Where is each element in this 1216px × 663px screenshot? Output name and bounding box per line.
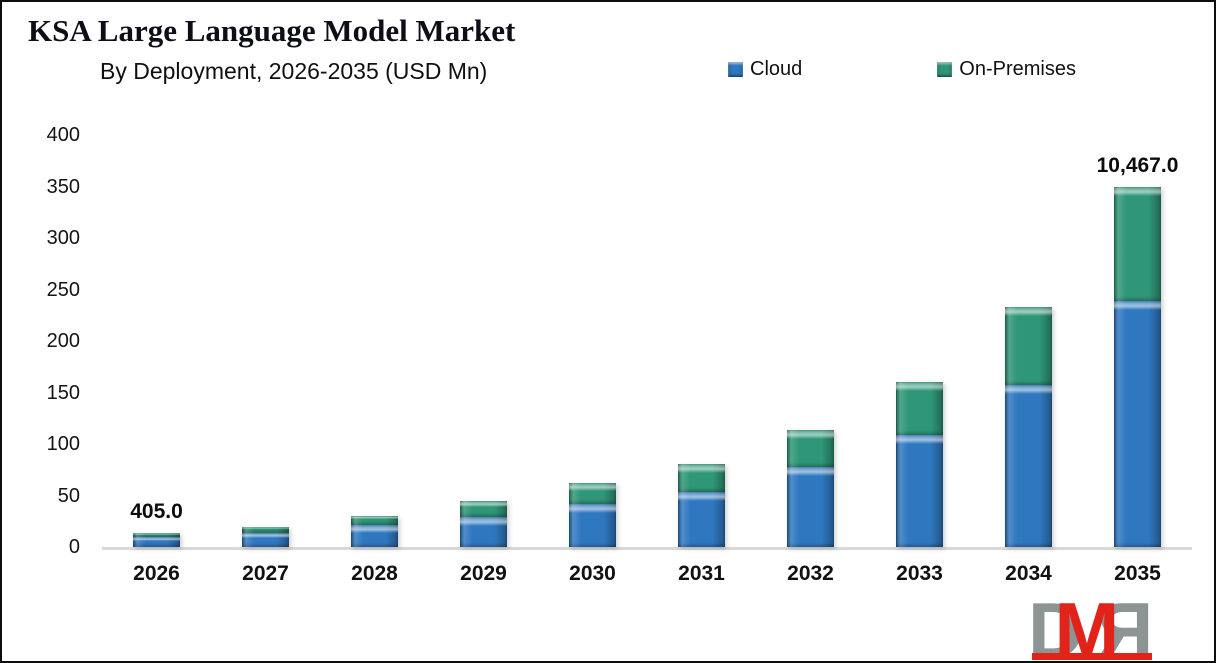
on-premises-legend-marker-icon [937,62,953,77]
legend-label-on-premises: On-Premises [959,58,1076,80]
bar-stack-2027 [242,526,289,547]
bar-slot-2030: 2030 [538,135,647,585]
bar-segment-on-premises-2033 [896,382,943,435]
bar-slot-2029: 2029 [429,135,538,585]
y-tick-label: 300 [46,227,80,249]
y-tick-label: 0 [68,536,80,558]
value-label-2035: 10,467.0 [1096,153,1179,177]
bar-segment-on-premises-2027 [242,526,289,534]
bar-slot-2026: 2026 405.0 [102,135,211,585]
bar-slot-2035: 2035 10,467.0 [1083,135,1192,586]
legend-label-cloud: Cloud [750,58,803,80]
bar-stack-2033 [896,382,943,548]
legend-item-cloud: Cloud [728,58,802,81]
dmr-logo-letters: D M R [1028,599,1216,663]
bar-stack-2034 [1005,307,1052,547]
bar-stack-2026 [133,533,180,547]
chart-subtitle: By Deployment, 2026-2035 (USD Mn) [100,58,488,84]
chart-title: KSA Large Language Model Market [28,13,516,48]
bar-segment-on-premises-2026 [133,533,180,538]
y-tick-label: 150 [46,381,80,404]
bar-segment-on-premises-2029 [460,500,507,518]
x-axis-label-2031: 2031 [678,562,725,585]
bar-segment-cloud-2034 [1005,385,1052,547]
bar-segment-on-premises-2030 [569,482,616,505]
bar-stack-2035 [1114,186,1161,547]
x-axis-label-2032: 2032 [787,562,834,585]
bar-segment-on-premises-2032 [787,429,834,468]
bar-segment-cloud-2033 [896,434,943,548]
x-axis-label-2029: 2029 [460,562,507,585]
logo-underline [1032,653,1152,660]
bar-segment-cloud-2031 [678,491,725,548]
bar-stack-2031 [678,464,725,548]
legend: Cloud On-Premises [728,58,1076,81]
bar-segment-cloud-2030 [569,504,616,547]
x-axis-label-2035: 2035 [1114,562,1161,585]
bar-segment-on-premises-2034 [1005,307,1052,386]
bar-segment-cloud-2029 [460,516,507,548]
bar-segment-cloud-2028 [351,524,398,548]
logo-letter-d: D [1028,599,1085,663]
logo-letter-m: M [1054,599,1120,663]
bar-slot-2032: 2032 [756,135,865,585]
bar-stack-2032 [787,429,834,547]
bar-slot-2028: 2028 [320,135,429,585]
plot-area: 2026 405.0 2027 2028 2029 2030 2031 2032 2033 203… [102,135,1192,586]
bar-slot-2033: 2033 [865,135,974,585]
y-tick-label: 50 [57,484,80,507]
y-tick-label: 250 [46,278,80,301]
bar-segment-on-premises-2035 [1114,186,1161,301]
x-axis-label-2027: 2027 [242,562,289,585]
y-axis: 0 50 100 150 200 250 300 350 400 [2,124,80,558]
bar-segment-on-premises-2031 [678,464,725,492]
bar-slot-2034: 2034 [974,135,1083,585]
x-axis-label-2028: 2028 [351,562,398,585]
y-tick-label: 400 [46,124,80,146]
y-tick-label: 350 [46,175,80,198]
bar-segment-on-premises-2028 [351,515,398,526]
bar-stack-2029 [460,500,507,548]
x-axis-label-2026: 2026 [133,562,180,585]
bar-segment-cloud-2026 [133,537,180,547]
x-axis-label-2030: 2030 [569,562,616,585]
bar-stack-2028 [351,515,398,548]
bar-segment-cloud-2027 [242,533,289,547]
value-label-2026: 405.0 [130,500,183,524]
bar-stack-2030 [569,482,616,547]
bar-slot-2027: 2027 [211,135,320,585]
legend-item-on-premises: On-Premises [937,58,1076,81]
cloud-legend-marker-icon [728,62,743,77]
y-tick-label: 200 [46,330,80,352]
bar-segment-cloud-2032 [787,467,834,547]
y-tick-label: 100 [46,433,80,455]
bar-segment-cloud-2035 [1114,301,1161,547]
x-axis-label-2033: 2033 [896,562,943,585]
dmr-logo: D M R [1028,599,1216,663]
bar-slot-2031: 2031 [647,135,756,585]
x-axis-label-2034: 2034 [1005,562,1052,585]
